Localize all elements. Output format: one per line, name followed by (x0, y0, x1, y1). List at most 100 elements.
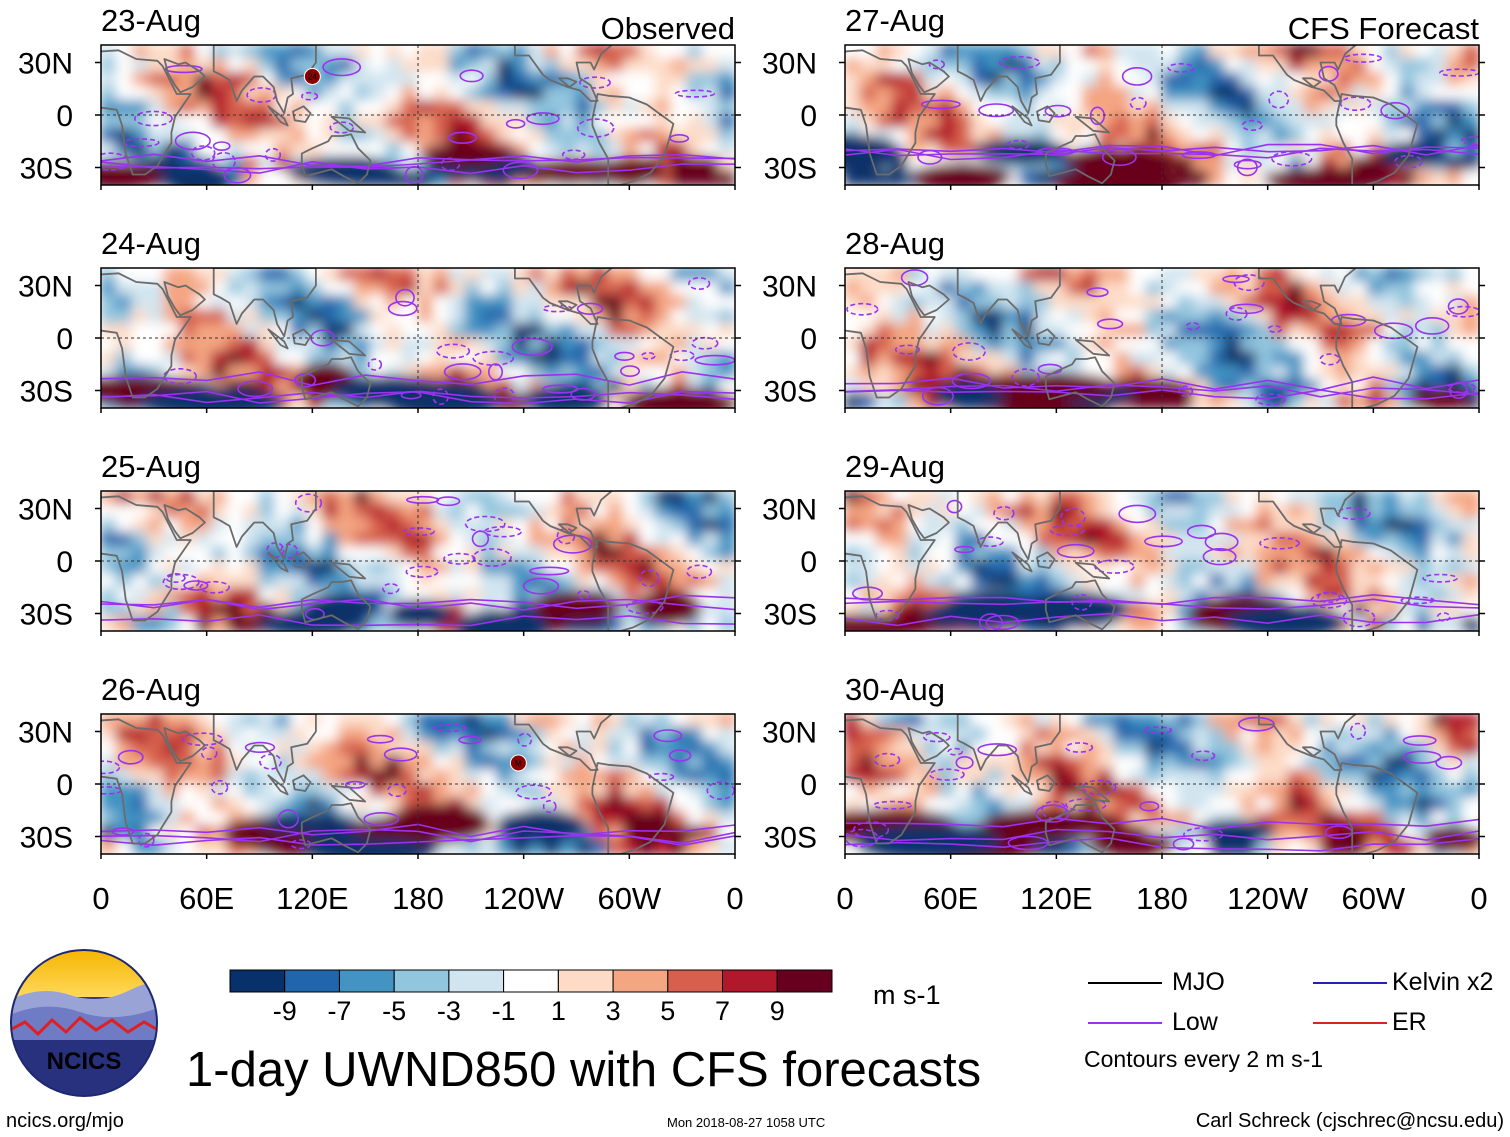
y-tick-label: 0 (800, 769, 817, 802)
panel-date: 25-Aug (101, 449, 201, 484)
legend-label-er: ER (1392, 1008, 1427, 1036)
y-tick-label: 30S (764, 822, 817, 855)
y-tick-label: 30S (764, 376, 817, 409)
y-tick-label: 0 (800, 546, 817, 579)
coastlines (845, 268, 1419, 408)
colorbar-tick-label: 9 (769, 996, 785, 1026)
storm-marker: 24 (303, 68, 321, 85)
ncics-logo: NCICS (10, 949, 158, 1097)
y-tick-label: 30N (18, 494, 73, 527)
x-tick-label: 0 (1470, 881, 1487, 916)
y-tick-label: 30N (18, 271, 73, 304)
x-tick-label: 60W (597, 881, 661, 916)
colorbar-swatch (722, 969, 778, 993)
colorbar-tick-label: 1 (550, 996, 566, 1026)
wind-anomaly-field (845, 45, 1479, 185)
low-frequency-contours (101, 276, 735, 406)
x-tick-label: 120W (1227, 881, 1309, 916)
colorbar-tick-label: -3 (436, 996, 461, 1026)
y-tick-label: 30N (18, 717, 73, 750)
y-tick-label: 30S (764, 599, 817, 632)
coastlines (101, 45, 675, 185)
x-tick-label: 0 (836, 881, 853, 916)
x-tick-label: 120W (483, 881, 565, 916)
map-panel-24-Aug: 30N 0 30S 24-Aug (18, 226, 741, 413)
y-tick-label: 0 (56, 546, 73, 579)
colorbar-swatch (776, 969, 833, 993)
coastlines (101, 714, 675, 854)
figure-title: 1-day UWND850 with CFS forecasts (186, 1043, 982, 1097)
y-tick-label: 0 (56, 769, 73, 802)
x-tick-label: 180 (1136, 881, 1188, 916)
y-tick-label: 0 (56, 100, 73, 133)
legend-line-er (1313, 1022, 1387, 1024)
y-tick-label: 0 (800, 323, 817, 356)
colorbar-swatch (667, 969, 723, 993)
x-tick-label: 0 (92, 881, 109, 916)
colorbar (229, 969, 833, 993)
colorbar-units: m s-1 (873, 980, 941, 1010)
map-panel-29-Aug: 30N 0 30S 29-Aug (762, 449, 1485, 636)
wind-anomaly-field (101, 268, 735, 408)
legend-line-low (1088, 1022, 1162, 1024)
x-tick-label: 60E (923, 881, 978, 916)
coastlines (101, 268, 675, 408)
colorbar-tick-label: 7 (715, 996, 731, 1026)
colorbar-swatch (448, 969, 505, 993)
coastlines (845, 491, 1419, 631)
panel-date: 29-Aug (845, 449, 945, 484)
storm-marker-label: 24 (308, 73, 317, 82)
map-panel-30-Aug: 30N 0 30S 30-Aug (762, 672, 1485, 859)
legend-label-kelvin: Kelvin x2 (1392, 968, 1494, 996)
x-tick-label: 120E (276, 881, 348, 916)
colorbar-swatch (393, 969, 450, 993)
colorbar-swatch (557, 969, 614, 993)
map-panel-23-Aug: 24 30N 0 30S 23-Aug Observed (18, 3, 741, 190)
x-tick-label: 120E (1020, 881, 1092, 916)
colorbar-tick-label: -1 (491, 996, 516, 1026)
map-panel-25-Aug: 30N 0 30S 25-Aug (18, 449, 741, 636)
y-tick-label: 30N (762, 48, 817, 81)
logo-text: NCICS (47, 1048, 122, 1075)
wind-anomaly-field (845, 714, 1479, 854)
legend-label-low: Low (1172, 1008, 1218, 1036)
x-tick-label: 60E (179, 881, 234, 916)
wind-anomaly-field (845, 268, 1479, 408)
wind-anomaly-field (101, 714, 735, 854)
panel-date: 23-Aug (101, 3, 201, 38)
wind-anomaly-field (845, 491, 1479, 631)
y-tick-label: 30N (762, 717, 817, 750)
colorbar-tick-label: 5 (660, 996, 676, 1026)
site-link[interactable]: ncics.org/mjo (6, 1110, 124, 1132)
legend-line-mjo (1088, 982, 1162, 984)
colorbar-swatch (503, 969, 559, 993)
colorbar-tick-label: 3 (605, 996, 621, 1026)
contour-note: Contours every 2 m s-1 (1084, 1046, 1324, 1072)
y-tick-label: 0 (800, 100, 817, 133)
coastlines (845, 714, 1419, 854)
x-tick-label: 0 (726, 881, 743, 916)
y-tick-label: 30N (18, 48, 73, 81)
panel-date: 30-Aug (845, 672, 945, 707)
wind-anomaly-field (101, 491, 735, 631)
colorbar-tick-label: -7 (327, 996, 352, 1026)
timestamp: Mon 2018-08-27 1058 UTC (667, 1115, 826, 1130)
map-panel-28-Aug: 30N 0 30S 28-Aug (762, 226, 1485, 413)
x-tick-label: 180 (392, 881, 444, 916)
wind-anomaly-field (101, 45, 735, 185)
y-tick-label: 30N (762, 271, 817, 304)
y-tick-label: 30S (20, 153, 73, 186)
colorbar-swatch (284, 969, 340, 993)
coastlines (845, 45, 1419, 185)
y-tick-label: 30S (20, 822, 73, 855)
colorbar-swatch (612, 969, 669, 993)
legend-line-kelvin (1313, 982, 1387, 984)
colorbar-swatch (339, 969, 395, 993)
panel-date: 26-Aug (101, 672, 201, 707)
panel-date: 27-Aug (845, 3, 945, 38)
colorbar-tick-label: -9 (272, 996, 297, 1026)
credit: Carl Schreck (cjschrec@ncsu.edu) (1195, 1110, 1504, 1132)
map-panel-26-Aug: M 30N 0 30S 26-Aug (18, 672, 741, 859)
panel-date: 28-Aug (845, 226, 945, 261)
